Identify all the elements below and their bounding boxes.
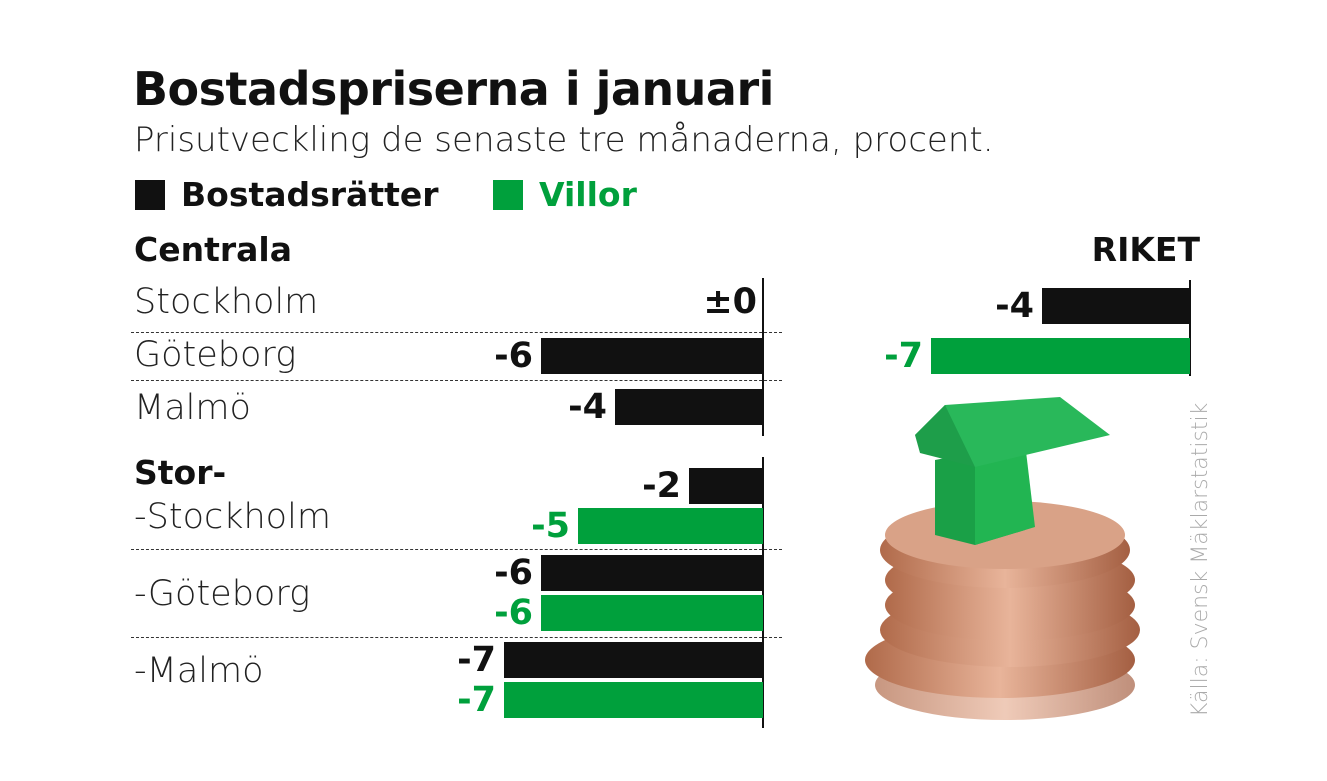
data-label-bostadsratter: -6 (494, 336, 533, 376)
row-label: Malmö (134, 388, 251, 428)
chart-subtitle: Prisutveckling de senaste tre månaderna,… (134, 120, 994, 160)
bar-villor (931, 338, 1190, 374)
zero-axis (762, 457, 764, 728)
data-label-villor: -7 (884, 336, 923, 376)
bar-villor (504, 682, 763, 718)
bar-bostadsratter (541, 555, 763, 591)
data-label-bostadsratter: -4 (995, 286, 1034, 326)
row-label: Stockholm (134, 282, 319, 322)
data-label-bostadsratter: -4 (568, 387, 607, 427)
data-label-bostadsratter: -6 (494, 553, 533, 593)
house-icon (915, 397, 1110, 545)
bar-villor (578, 508, 763, 544)
row-divider (131, 332, 782, 333)
row-label: -Stockholm (134, 497, 331, 537)
legend-swatch-black (135, 179, 165, 210)
row-label: -Göteborg (134, 574, 311, 614)
group-heading-riket: RIKET (1091, 230, 1200, 269)
data-label-villor: -6 (494, 593, 533, 633)
bar-bostadsratter (504, 642, 763, 678)
row-divider (131, 637, 782, 638)
chart-title: Bostadspriserna i januari (133, 62, 774, 116)
row-label: -Malmö (134, 651, 264, 691)
row-divider (131, 549, 782, 550)
legend-label: Bostadsrätter (181, 175, 439, 214)
data-label-villor: -7 (457, 680, 496, 720)
data-label-villor: -5 (531, 506, 570, 546)
bar-bostadsratter (1042, 288, 1190, 324)
house-on-coins-photo (865, 397, 1140, 720)
group-heading-stor: Stor- (134, 453, 227, 492)
data-label-bostadsratter: ±0 (703, 282, 757, 322)
legend-label: Villor (539, 175, 637, 214)
bar-bostadsratter (541, 338, 763, 374)
bar-bostadsratter (615, 389, 763, 425)
legend-swatch-green (493, 179, 523, 210)
zero-axis (1189, 280, 1191, 376)
legend-item-villor: Villor (493, 175, 637, 214)
bar-bostadsratter (689, 468, 763, 504)
zero-axis (762, 278, 764, 436)
bar-villor (541, 595, 763, 631)
legend-item-bostadsratter: Bostadsrätter (135, 175, 439, 214)
row-divider (131, 380, 782, 381)
data-label-bostadsratter: -7 (457, 640, 496, 680)
row-label: Göteborg (134, 335, 297, 375)
data-label-bostadsratter: -2 (642, 466, 681, 506)
source-note: Källa: Svensk Mäklarstatistik (1188, 402, 1213, 717)
group-heading-centrala: Centrala (134, 230, 292, 269)
